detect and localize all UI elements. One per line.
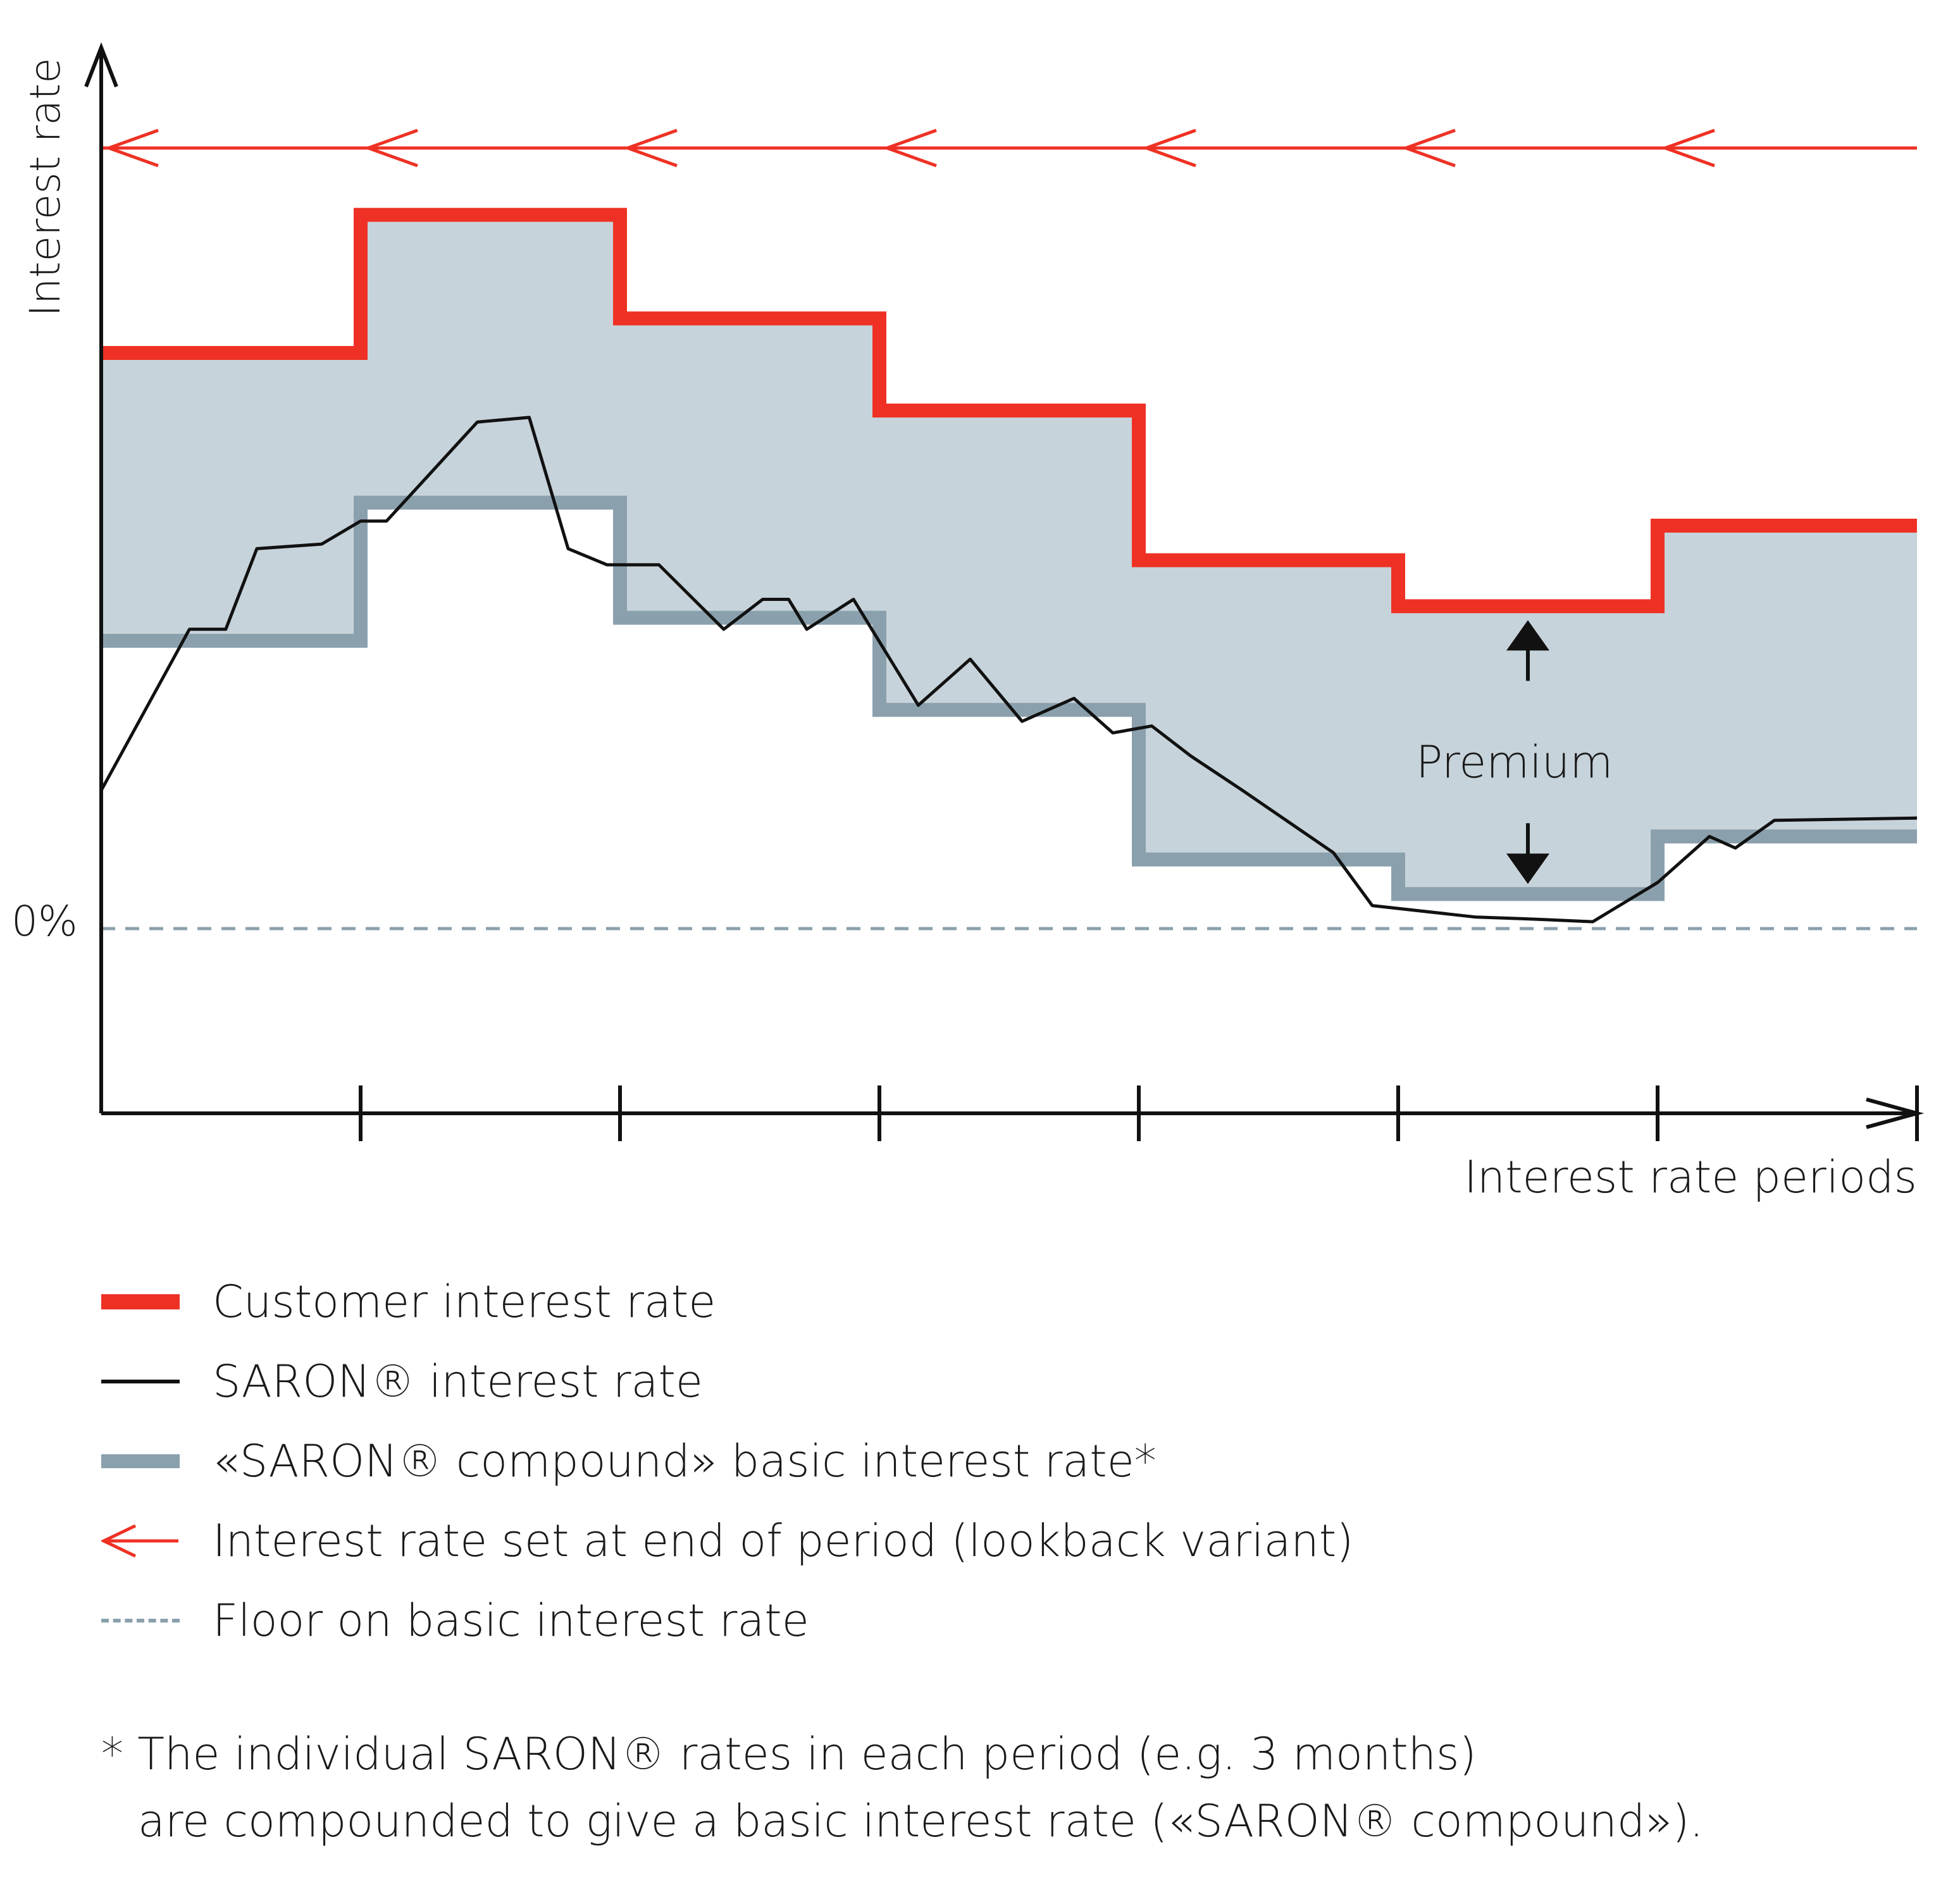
legend-label-saron: SARON® interest rate bbox=[213, 1356, 703, 1407]
customer-rate-line bbox=[101, 207, 1917, 614]
legend-swatch-lookback-arrow-icon bbox=[101, 1524, 178, 1558]
y-axis-title: Interest rate bbox=[21, 58, 70, 317]
legend-swatch-saron bbox=[101, 1380, 180, 1383]
x-axis-title: Interest rate periods bbox=[1464, 1151, 1917, 1203]
footnote: * The individual SARON® rates in each pe… bbox=[101, 1721, 1704, 1855]
lookback-arrow-icon bbox=[882, 128, 937, 168]
premium-label: Premium bbox=[1416, 736, 1613, 788]
lookback-arrow-icon bbox=[623, 128, 678, 168]
legend-swatch-floor bbox=[101, 1619, 180, 1623]
legend-label-customer: Customer interest rate bbox=[213, 1276, 716, 1328]
footnote-line-1: * The individual SARON® rates in each pe… bbox=[101, 1728, 1477, 1780]
premium-arrow-down-icon bbox=[1506, 853, 1549, 884]
lookback-arrow-icon bbox=[1401, 128, 1456, 168]
footnote-line-2: are compounded to give a basic interest … bbox=[138, 1795, 1704, 1847]
lookback-arrow-icon bbox=[1660, 128, 1715, 168]
saron-rate-line bbox=[99, 416, 1918, 924]
premium-band-area bbox=[101, 214, 1917, 894]
legend-label-floor: Floor on basic interest rate bbox=[213, 1595, 809, 1647]
y-axis-arrow-icon bbox=[84, 42, 118, 88]
lookback-arrow-icon bbox=[1141, 128, 1196, 168]
lookback-arrow-icon bbox=[363, 128, 418, 168]
zero-percent-label: 0% bbox=[11, 897, 78, 946]
legend-swatch-compound bbox=[101, 1454, 180, 1468]
premium-arrow-up-icon bbox=[1506, 620, 1549, 651]
legend-swatch-customer bbox=[101, 1294, 180, 1309]
lookback-arrow-icon bbox=[104, 128, 159, 168]
legend-label-lookback: Interest rate set at end of period (look… bbox=[213, 1515, 1354, 1567]
legend-label-compound: «SARON® compound» basic interest rate* bbox=[213, 1435, 1157, 1487]
